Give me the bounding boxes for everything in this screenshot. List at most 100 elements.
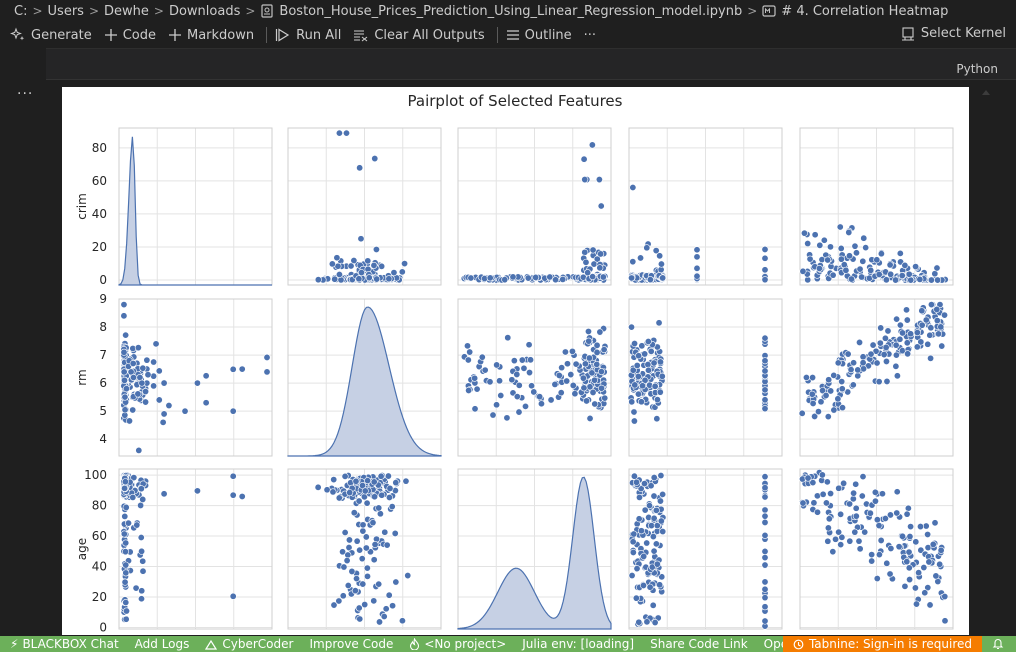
add-logs-label: Add Logs	[134, 637, 190, 651]
blackbox-chat-item[interactable]: ⚡ BLACKBOX Chat	[10, 637, 119, 651]
data-point	[364, 257, 372, 265]
data-point	[917, 338, 925, 346]
data-point	[635, 352, 643, 360]
cell-language-label[interactable]: Python	[956, 62, 998, 76]
data-point	[925, 558, 933, 566]
julia-env-item[interactable]: Julia env: [loading]	[522, 637, 634, 651]
breadcrumb-notebook[interactable]: Boston_House_Prices_Prediction_Using_Lin…	[279, 3, 743, 19]
data-point	[851, 242, 859, 250]
data-point	[589, 273, 597, 281]
data-point	[346, 489, 354, 497]
run-all-button[interactable]: Run All	[275, 28, 341, 43]
data-point	[132, 584, 140, 592]
breadcrumb-section[interactable]: # 4. Correlation Heatmap	[781, 3, 949, 19]
data-point	[559, 275, 567, 283]
data-point	[646, 276, 654, 284]
data-point	[892, 341, 900, 349]
data-point	[820, 236, 828, 244]
add-markdown-cell-button[interactable]: Markdown	[168, 28, 254, 43]
data-point	[139, 557, 147, 565]
data-point	[481, 366, 489, 374]
data-point	[378, 262, 386, 270]
data-point	[941, 593, 949, 601]
data-point	[858, 492, 866, 500]
chevron-right-icon: >	[245, 4, 256, 18]
data-point	[761, 386, 769, 394]
breadcrumb-dewhe[interactable]: Dewhe	[104, 3, 149, 19]
data-point	[649, 533, 657, 541]
data-point	[353, 537, 361, 545]
data-point	[229, 491, 237, 499]
clear-all-outputs-button[interactable]: Clear All Outputs	[353, 28, 485, 43]
data-point	[659, 490, 667, 498]
data-point	[465, 386, 473, 394]
data-point	[844, 350, 852, 358]
data-point	[557, 389, 565, 397]
data-point	[869, 341, 877, 349]
data-point	[837, 510, 845, 518]
data-point	[263, 353, 271, 361]
select-kernel-button[interactable]: Select Kernel	[901, 26, 1006, 41]
data-point	[884, 327, 892, 335]
data-point	[861, 528, 869, 536]
share-code-link-item[interactable]: Share Code Link	[650, 637, 748, 651]
cell-output-more-button[interactable]: ···	[17, 86, 34, 102]
data-point	[653, 396, 661, 404]
project-item[interactable]: <No project>	[409, 637, 506, 651]
data-point	[150, 358, 158, 366]
add-logs-item[interactable]: Add Logs	[135, 637, 190, 651]
panel-frame	[799, 468, 954, 630]
breadcrumb-drive[interactable]: C:	[14, 3, 28, 19]
clear-outputs-icon	[354, 30, 368, 42]
data-point	[585, 354, 593, 362]
generate-button[interactable]: Generate	[10, 27, 92, 43]
data-point	[852, 249, 860, 257]
data-point	[808, 390, 816, 398]
data-point	[527, 356, 535, 364]
data-point	[155, 396, 163, 404]
breadcrumb-downloads[interactable]: Downloads	[168, 3, 241, 19]
data-point	[588, 141, 596, 149]
data-point	[120, 368, 128, 376]
data-point	[229, 592, 237, 600]
data-point	[392, 479, 400, 487]
scroll-up-arrow[interactable]	[982, 90, 990, 95]
status-bar: ⚡ BLACKBOX Chat Add Logs CyberCoder Impr…	[0, 636, 1016, 652]
data-point	[398, 617, 406, 625]
data-point	[933, 305, 941, 313]
data-point	[647, 522, 655, 530]
data-point	[380, 613, 388, 621]
data-point	[631, 340, 639, 348]
data-point	[811, 412, 819, 420]
data-point	[856, 545, 864, 553]
data-point	[924, 530, 932, 538]
code-cell-editor[interactable]	[46, 48, 1016, 80]
generate-label: Generate	[31, 27, 92, 43]
outline-button[interactable]: Outline	[506, 28, 572, 43]
data-point	[646, 583, 654, 591]
data-point	[838, 378, 846, 386]
data-point	[122, 539, 130, 547]
notifications-icon[interactable]	[992, 637, 1004, 652]
tabnine-status-item[interactable]: Tabnine: Sign-in is required	[782, 636, 982, 652]
data-point	[905, 270, 913, 278]
data-point	[849, 381, 857, 389]
data-point	[362, 544, 370, 552]
data-point	[122, 385, 130, 393]
data-point	[142, 388, 150, 396]
data-point	[656, 358, 664, 366]
data-point	[125, 417, 133, 425]
cybercoder-item[interactable]: CyberCoder	[205, 637, 293, 651]
kernel-icon	[901, 26, 914, 41]
data-point	[656, 388, 664, 396]
improve-code-item[interactable]: Improve Code	[309, 637, 393, 651]
add-code-cell-button[interactable]: Code	[104, 28, 156, 43]
sparkle-icon	[10, 27, 25, 41]
data-point	[845, 228, 853, 236]
more-actions-button[interactable]: ···	[584, 28, 596, 43]
data-point	[524, 274, 532, 282]
data-point	[144, 371, 152, 379]
data-point	[915, 569, 923, 577]
data-point	[364, 477, 372, 485]
breadcrumb-users[interactable]: Users	[47, 3, 84, 19]
